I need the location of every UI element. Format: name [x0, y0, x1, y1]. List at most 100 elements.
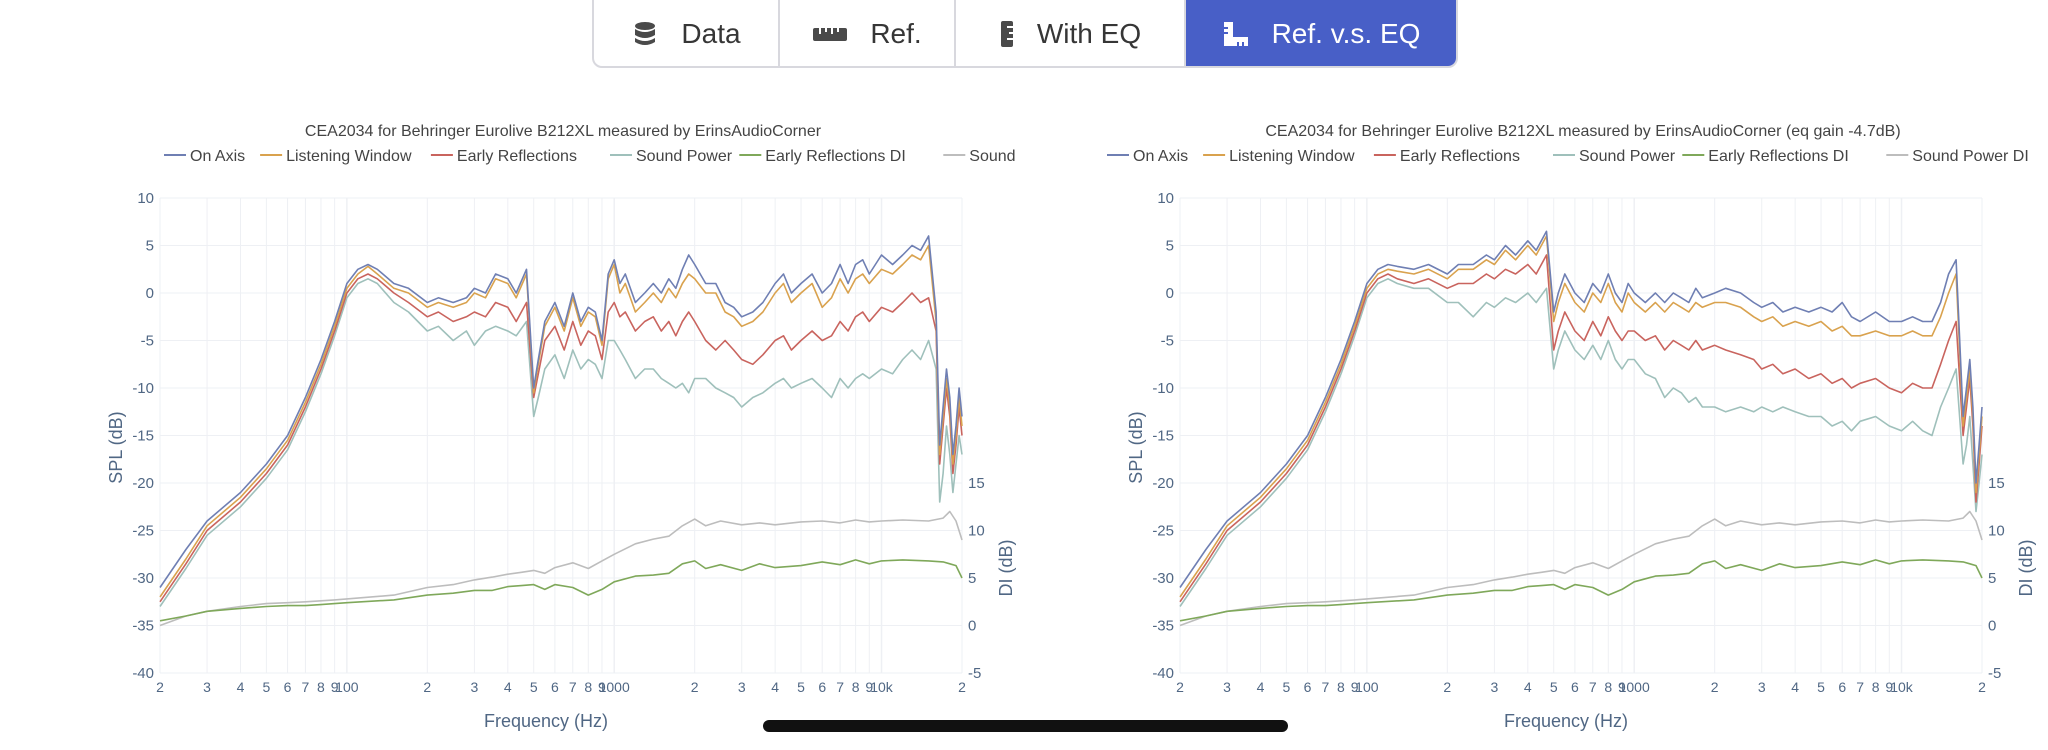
legend-item: Sound Power DI [1886, 148, 2029, 165]
series-line-listening-window [1179, 235, 1983, 598]
legend-item: Sound Power [610, 148, 733, 165]
x-tick-label: 7 [1589, 679, 1597, 695]
x-tick-label: 100 [335, 679, 359, 695]
x-tick-label: 5 [797, 679, 805, 695]
chart-reference: CEA2034 for Behringer Eurolive B212XL me… [106, 123, 1020, 731]
grid [159, 197, 963, 674]
x-tick-label: 8 [584, 679, 592, 695]
x-tick-label: 6 [284, 679, 292, 695]
y2-tick-label: 5 [968, 570, 976, 587]
legend-item: Early Reflections [1373, 148, 1520, 165]
x-tick-label: 2 [691, 679, 699, 695]
x-tick-label: 4 [771, 679, 779, 695]
series-line-on-axis [159, 235, 963, 588]
ruler-combined-icon [1222, 20, 1250, 48]
y2-tick-label: 15 [968, 475, 985, 492]
x-tick-label: 7 [836, 679, 844, 695]
legend-label: On Axis [1133, 148, 1188, 165]
series-line-early-reflections-di [159, 559, 963, 622]
y-tick-label: -15 [1152, 428, 1174, 445]
x-tick-label: 6 [818, 679, 826, 695]
legend-item: Early Reflections DI [1682, 148, 1849, 165]
x-tick-label: 5 [530, 679, 538, 695]
x-tick-label: 9 [1885, 679, 1893, 695]
x-tick-label: 9 [1618, 679, 1626, 695]
y2-axis-title: DI (dB) [996, 539, 1016, 596]
x-tick-label: 8 [852, 679, 860, 695]
y-axis-title: SPL (dB) [1126, 411, 1146, 483]
y-tick-label: -35 [1152, 618, 1174, 635]
x-tick-label: 7 [1322, 679, 1330, 695]
grid [1179, 197, 1983, 674]
legend-label: Listening Window [286, 148, 412, 165]
legend-item: On Axis [164, 148, 245, 165]
x-tick-label: 5 [262, 679, 270, 695]
tab-ref-label: Ref. [870, 18, 922, 49]
x-tick-label: 2 [1176, 679, 1184, 695]
x-tick-label: 3 [471, 679, 479, 695]
y2-tick-label: 5 [1988, 570, 1996, 587]
legend-label: Early Reflections DI [1708, 148, 1849, 165]
x-tick-label: 7 [302, 679, 310, 695]
legend-label: Early Reflections DI [765, 148, 906, 165]
x-tick-label: 3 [203, 679, 211, 695]
y-axis-title: SPL (dB) [106, 411, 126, 483]
x-tick-label: 2 [1443, 679, 1451, 695]
y2-tick-label: 10 [1988, 523, 2005, 540]
x-tick-label: 5 [1550, 679, 1558, 695]
ruler-vertical-icon [999, 20, 1015, 48]
tab-ref-vs-eq-label: Ref. v.s. EQ [1271, 18, 1421, 49]
x-tick-label: 9 [598, 679, 606, 695]
y-tick-label: 10 [1157, 190, 1174, 207]
series-line-early-reflections-di [1179, 559, 1983, 622]
y-tick-label: -20 [1152, 475, 1174, 492]
tab-data[interactable]: Data [594, 0, 780, 66]
tab-data-label: Data [681, 18, 741, 49]
y-tick-label: -20 [132, 475, 154, 492]
x-tick-label: 1000 [1619, 679, 1650, 695]
x-tick-label: 9 [331, 679, 339, 695]
y-tick-label: -40 [132, 665, 154, 682]
series-line-listening-window [159, 244, 963, 598]
y-tick-label: -10 [1152, 380, 1174, 397]
chart-title: CEA2034 for Behringer Eurolive B212XL me… [305, 123, 822, 140]
x-tick-label: 4 [1524, 679, 1532, 695]
legend-label: Sound Power [636, 148, 733, 165]
legend-item: Early Reflections [430, 148, 577, 165]
x-tick-label: 4 [504, 679, 512, 695]
y-tick-label: -10 [132, 380, 154, 397]
x-tick-label: 9 [865, 679, 873, 695]
y-tick-label: -25 [1152, 523, 1174, 540]
x-tick-label: 6 [1838, 679, 1846, 695]
y-tick-label: -5 [141, 333, 154, 350]
y2-axis-title: DI (dB) [2016, 539, 2036, 596]
series-line-early-reflections [159, 273, 963, 603]
legend: On Axis Listening Window Early Reflections… [1107, 148, 2029, 165]
y-tick-label: 0 [1166, 285, 1174, 302]
x-tick-label: 2 [423, 679, 431, 695]
x-tick-label: 10k [1890, 679, 1914, 695]
y-tick-label: -40 [1152, 665, 1174, 682]
series-line-sound-power-di [159, 510, 963, 627]
legend-label: Early Reflections [457, 148, 577, 165]
x-tick-label: 6 [1571, 679, 1579, 695]
x-tick-label: 2 [1978, 679, 1986, 695]
x-tick-label: 5 [1282, 679, 1290, 695]
x-tick-label: 2 [1711, 679, 1719, 695]
y2-tick-label: 10 [968, 523, 985, 540]
tab-with-eq[interactable]: With EQ [956, 0, 1186, 66]
series-line-sound-power [159, 278, 963, 607]
x-axis-title: Frequency (Hz) [1504, 711, 1628, 731]
home-indicator [763, 720, 1288, 732]
x-tick-label: 10k [870, 679, 894, 695]
x-tick-label: 8 [1872, 679, 1880, 695]
y2-tick-label: 0 [968, 618, 976, 635]
tab-ref-vs-eq[interactable]: Ref. v.s. EQ [1186, 0, 1456, 66]
series-line-sound-power-di [1179, 510, 1983, 627]
x-tick-label: 1000 [599, 679, 630, 695]
x-tick-label: 7 [1856, 679, 1864, 695]
y-tick-label: -30 [1152, 570, 1174, 587]
series-line-on-axis [1179, 230, 1983, 588]
tab-ref[interactable]: Ref. [780, 0, 956, 66]
x-tick-label: 2 [156, 679, 164, 695]
